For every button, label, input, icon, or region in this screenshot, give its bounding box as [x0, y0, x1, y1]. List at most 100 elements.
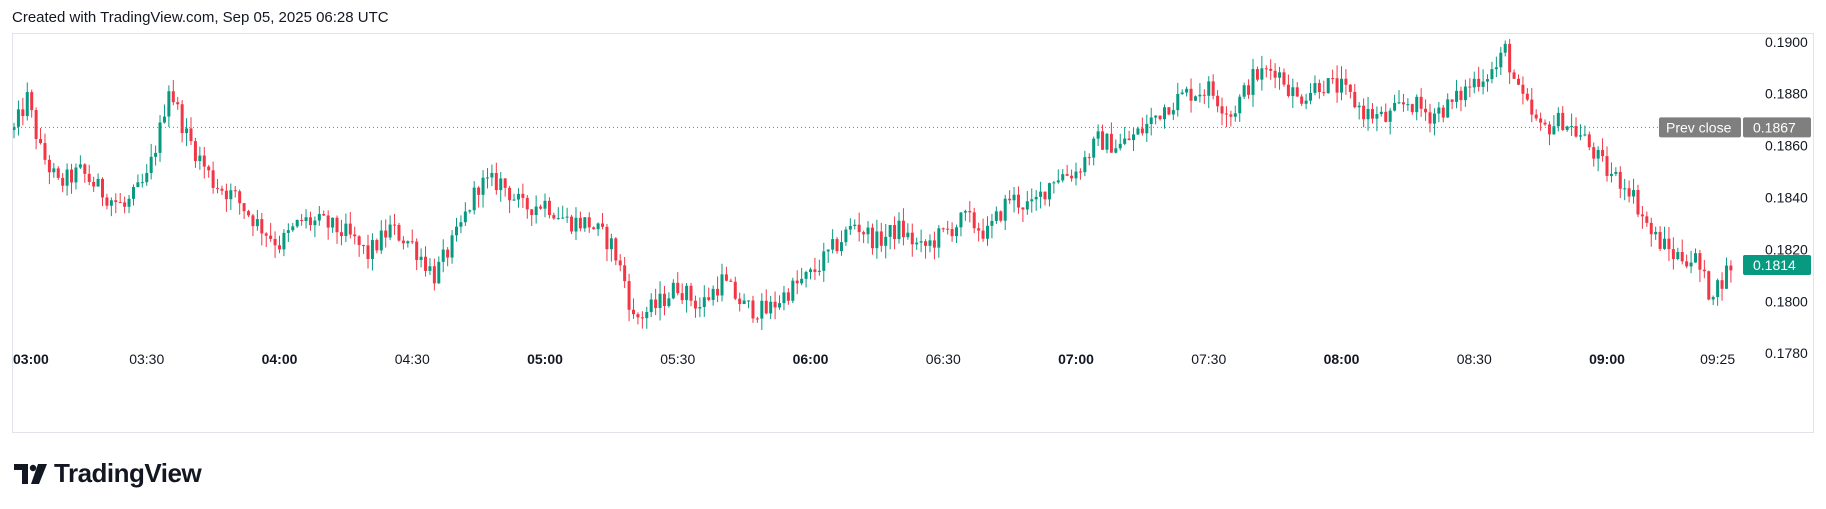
candle: [1132, 127, 1136, 151]
candle: [242, 203, 246, 220]
candle: [167, 85, 171, 127]
candle: [875, 219, 879, 259]
candle: [649, 293, 653, 318]
candle: [1530, 87, 1534, 123]
time-tick-label: 03:00: [13, 351, 49, 367]
candle: [729, 278, 733, 282]
candle: [1291, 78, 1295, 108]
candle: [990, 213, 994, 239]
candle: [1207, 76, 1211, 109]
candle: [1238, 94, 1242, 122]
candle: [932, 231, 936, 260]
candle: [769, 295, 773, 320]
time-tick-label: 07:00: [1058, 351, 1094, 367]
prev-close-label: Prev close: [1666, 119, 1732, 135]
candle: [1211, 74, 1215, 100]
candle: [1300, 94, 1304, 107]
candle: [937, 225, 941, 258]
candle: [596, 222, 600, 236]
candle: [959, 211, 963, 237]
price-axis[interactable]: 0.1780 0.1800 0.1820 0.1840 0.1860 0.1880 0.19…: [1765, 34, 1808, 361]
candle: [1446, 93, 1450, 118]
candle: [1521, 76, 1525, 105]
candle: [1481, 69, 1485, 95]
tradingview-logo[interactable]: TradingView: [14, 458, 202, 489]
time-tick-label: 09:00: [1589, 351, 1625, 367]
candle: [853, 219, 857, 230]
candle: [804, 270, 808, 288]
candle: [1561, 106, 1565, 132]
candle: [1242, 82, 1246, 99]
candle: [1185, 86, 1189, 97]
candle: [131, 184, 135, 206]
candle: [162, 104, 166, 124]
candle: [1477, 66, 1481, 92]
candle: [963, 209, 967, 221]
candle: [516, 188, 520, 208]
candle: [459, 215, 463, 234]
candle: [1609, 162, 1613, 183]
candle: [56, 166, 60, 180]
candle: [432, 258, 436, 291]
candle: [176, 96, 180, 110]
candle: [1583, 125, 1587, 137]
candle: [941, 227, 945, 233]
candle: [1556, 107, 1560, 132]
candle: [1432, 108, 1436, 136]
candle: [561, 205, 565, 219]
tradingview-logo-text: TradingView: [54, 458, 202, 488]
candle: [136, 174, 140, 188]
candle: [981, 218, 985, 242]
prev-close-badge: Prev close 0.1867: [1659, 117, 1811, 138]
candle: [1016, 186, 1020, 214]
candle: [481, 170, 485, 208]
candle: [1388, 107, 1392, 135]
candle: [1282, 68, 1286, 87]
candle: [800, 267, 804, 286]
candle: [1503, 40, 1507, 57]
candle: [1065, 164, 1069, 177]
candle: [1468, 78, 1472, 98]
candle: [255, 209, 259, 231]
candle: [539, 204, 543, 210]
candle: [1393, 94, 1397, 112]
candle: [689, 282, 693, 307]
candle: [1410, 103, 1414, 115]
candle: [1649, 217, 1653, 247]
candle: [1052, 180, 1056, 194]
candle: [1667, 227, 1671, 262]
candle: [764, 289, 768, 315]
candle: [1729, 260, 1733, 283]
candle: [813, 257, 817, 280]
candle: [667, 292, 671, 308]
candle: [897, 212, 901, 244]
candle: [791, 277, 795, 304]
candle: [25, 82, 29, 121]
candle: [1353, 83, 1357, 109]
candle: [1335, 65, 1339, 103]
candle: [118, 193, 122, 204]
candle: [428, 258, 432, 276]
candle: [915, 237, 919, 250]
prev-close-label-bg: [1659, 117, 1741, 138]
candle: [264, 232, 268, 248]
candle: [1348, 84, 1352, 99]
candle: [574, 207, 578, 240]
candle: [21, 97, 25, 126]
candle: [716, 276, 720, 303]
candle: [1384, 103, 1388, 123]
candle: [1694, 248, 1697, 263]
candle: [393, 213, 397, 235]
candle: [747, 300, 751, 309]
price-chart[interactable]: 0.1780 0.1800 0.1820 0.1840 0.1860 0.1880 0.19…: [13, 34, 1813, 432]
candle: [671, 279, 675, 300]
candle: [1340, 66, 1343, 101]
candle: [34, 107, 38, 150]
candle: [96, 173, 100, 187]
candle: [552, 212, 556, 220]
candle: [375, 238, 379, 254]
candle: [1689, 250, 1693, 274]
candle: [468, 209, 472, 214]
time-axis[interactable]: 03:00 03:30 04:00 04:30 05:00 05:30 06:00 06:30…: [13, 351, 1735, 367]
candle: [1601, 138, 1605, 162]
